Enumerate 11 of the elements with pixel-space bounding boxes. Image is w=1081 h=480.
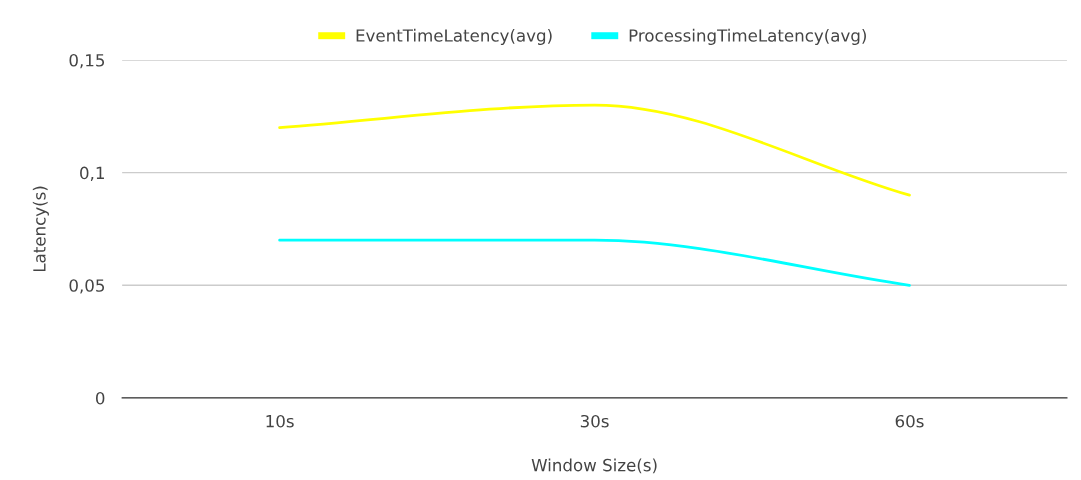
y-axis-title: Latency(s): [32, 186, 49, 272]
x-tick-label: 60s: [895, 414, 924, 428]
y-tick-label: 0,05: [69, 279, 105, 294]
y-tick-label: 0: [95, 391, 105, 405]
legend-label: ProcessingTimeLatency(avg): [629, 28, 866, 45]
x-axis-title: Window Size(s): [531, 458, 657, 474]
x-tick-label: 30s: [580, 414, 609, 428]
x-tick-label: 10s: [266, 414, 294, 428]
legend-label: EventTimeLatency(avg): [356, 28, 552, 45]
y-tick-label: 0,15: [69, 53, 105, 69]
y-tick-label: 0,1: [80, 166, 104, 181]
